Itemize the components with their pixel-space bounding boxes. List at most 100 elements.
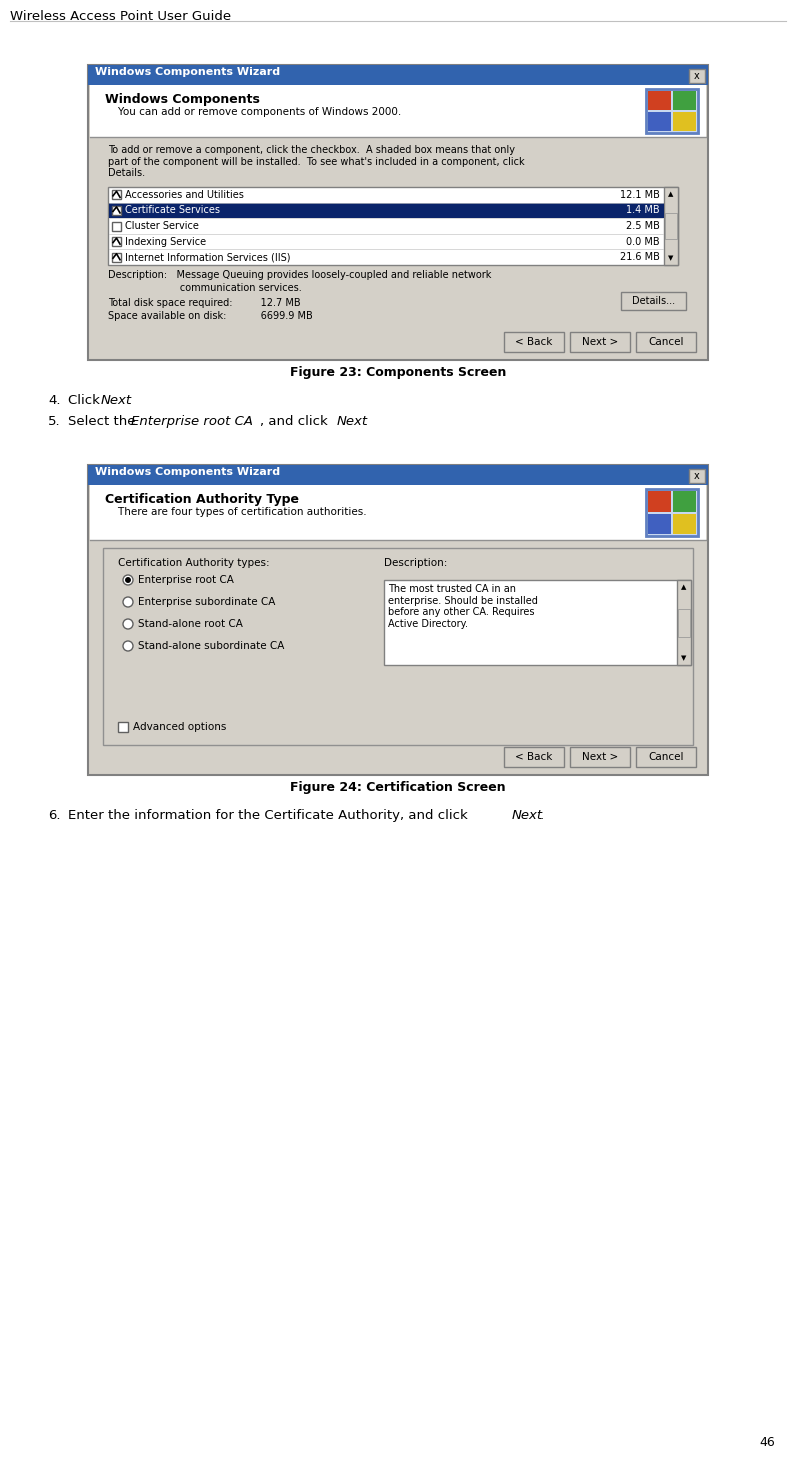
- Text: Components:: Components:: [108, 187, 178, 197]
- Text: < Back: < Back: [515, 336, 552, 347]
- Text: x: x: [694, 472, 700, 480]
- Bar: [648, 91, 671, 110]
- Circle shape: [123, 640, 133, 651]
- Text: .: .: [364, 416, 368, 427]
- Text: Click: Click: [68, 394, 104, 407]
- Text: Cancel: Cancel: [648, 752, 684, 762]
- Text: Certification Authority Type: Certification Authority Type: [105, 494, 299, 505]
- Bar: [665, 213, 677, 239]
- Text: 0.0 MB: 0.0 MB: [626, 237, 660, 247]
- Bar: [88, 466, 708, 776]
- Text: Windows Components Wizard: Windows Components Wizard: [95, 467, 280, 477]
- Bar: [648, 491, 671, 511]
- Text: Wireless Access Point User Guide: Wireless Access Point User Guide: [10, 10, 231, 24]
- Bar: [646, 90, 698, 134]
- Text: ▲: ▲: [681, 585, 687, 591]
- Bar: [648, 514, 671, 535]
- Bar: [88, 466, 708, 485]
- Bar: [648, 112, 671, 131]
- Bar: [689, 469, 705, 483]
- Text: Cluster Service: Cluster Service: [125, 220, 199, 231]
- Text: The most trusted CA in an
enterprise. Should be installed
before any other CA. R: The most trusted CA in an enterprise. Sh…: [388, 585, 538, 629]
- Text: Cancel: Cancel: [648, 336, 684, 347]
- Bar: [112, 253, 121, 261]
- Text: Figure 24: Certification Screen: Figure 24: Certification Screen: [291, 782, 505, 795]
- Text: Details...: Details...: [632, 295, 675, 306]
- Bar: [112, 206, 121, 214]
- Bar: [109, 203, 664, 219]
- Text: Certificate Services: Certificate Services: [125, 206, 220, 216]
- Bar: [689, 69, 705, 84]
- Text: Indexing Service: Indexing Service: [125, 237, 206, 247]
- Bar: [504, 748, 564, 767]
- Bar: [678, 610, 690, 638]
- Text: 46: 46: [759, 1437, 775, 1448]
- Circle shape: [123, 574, 133, 585]
- Text: You can add or remove components of Windows 2000.: You can add or remove components of Wind…: [105, 107, 401, 118]
- Text: Next >: Next >: [582, 752, 618, 762]
- Bar: [103, 548, 693, 745]
- Text: Enter the information for the Certificate Authority, and click: Enter the information for the Certificat…: [68, 809, 472, 823]
- Text: Description:   Message Queuing provides loosely-coupled and reliable network: Description: Message Queuing provides lo…: [108, 270, 491, 281]
- Bar: [108, 187, 678, 264]
- Text: 2.5 MB: 2.5 MB: [626, 220, 660, 231]
- Text: 6.: 6.: [48, 809, 60, 823]
- Bar: [636, 748, 696, 767]
- Circle shape: [126, 577, 131, 582]
- Bar: [90, 85, 706, 137]
- Text: Stand-alone root CA: Stand-alone root CA: [138, 618, 243, 629]
- Bar: [673, 112, 696, 131]
- Bar: [112, 191, 121, 200]
- Text: Next: Next: [337, 416, 368, 427]
- Text: To add or remove a component, click the checkbox.  A shaded box means that only
: To add or remove a component, click the …: [108, 145, 525, 178]
- Bar: [570, 332, 630, 353]
- Bar: [677, 580, 691, 665]
- Text: Description:: Description:: [384, 558, 448, 569]
- Text: Accessories and Utilities: Accessories and Utilities: [125, 190, 244, 200]
- Text: Total disk space required:         12.7 MB: Total disk space required: 12.7 MB: [108, 298, 301, 308]
- Text: Space available on disk:           6699.9 MB: Space available on disk: 6699.9 MB: [108, 311, 313, 322]
- Bar: [118, 721, 128, 732]
- Text: .: .: [540, 809, 544, 823]
- Bar: [673, 491, 696, 511]
- Bar: [673, 514, 696, 535]
- Text: 5.: 5.: [48, 416, 60, 427]
- Text: 12.1 MB: 12.1 MB: [620, 190, 660, 200]
- Text: < Back: < Back: [515, 752, 552, 762]
- Text: ▼: ▼: [681, 655, 687, 661]
- Text: x: x: [694, 71, 700, 81]
- Circle shape: [123, 618, 133, 629]
- Bar: [504, 332, 564, 353]
- Bar: [646, 489, 698, 536]
- Bar: [112, 237, 121, 247]
- Bar: [88, 65, 708, 360]
- Text: ▲: ▲: [669, 191, 673, 197]
- Text: 4.: 4.: [48, 394, 60, 407]
- Text: 21.6 MB: 21.6 MB: [620, 253, 660, 261]
- Text: ▼: ▼: [669, 256, 673, 261]
- Text: Figure 23: Components Screen: Figure 23: Components Screen: [290, 366, 506, 379]
- Circle shape: [123, 596, 133, 607]
- Text: 1.4 MB: 1.4 MB: [626, 206, 660, 216]
- Bar: [636, 332, 696, 353]
- Text: communication services.: communication services.: [108, 284, 302, 292]
- Text: Stand-alone subordinate CA: Stand-alone subordinate CA: [138, 640, 284, 651]
- Bar: [570, 748, 630, 767]
- Text: Windows Components: Windows Components: [105, 93, 259, 106]
- Text: Next >: Next >: [582, 336, 618, 347]
- Text: , and click: , and click: [260, 416, 332, 427]
- Text: Enterprise root CA: Enterprise root CA: [131, 416, 253, 427]
- Bar: [112, 222, 121, 231]
- Text: Advanced options: Advanced options: [133, 721, 226, 732]
- Text: Windows Components Wizard: Windows Components Wizard: [95, 68, 280, 76]
- Bar: [673, 91, 696, 110]
- Text: .: .: [128, 394, 132, 407]
- Text: Next: Next: [101, 394, 132, 407]
- Text: Enterprise subordinate CA: Enterprise subordinate CA: [138, 596, 275, 607]
- Text: Select the: Select the: [68, 416, 140, 427]
- Bar: [384, 580, 691, 665]
- Text: Internet Information Services (IIS): Internet Information Services (IIS): [125, 253, 291, 261]
- Text: Certification Authority types:: Certification Authority types:: [118, 558, 270, 569]
- Text: Next: Next: [512, 809, 543, 823]
- Bar: [664, 187, 678, 264]
